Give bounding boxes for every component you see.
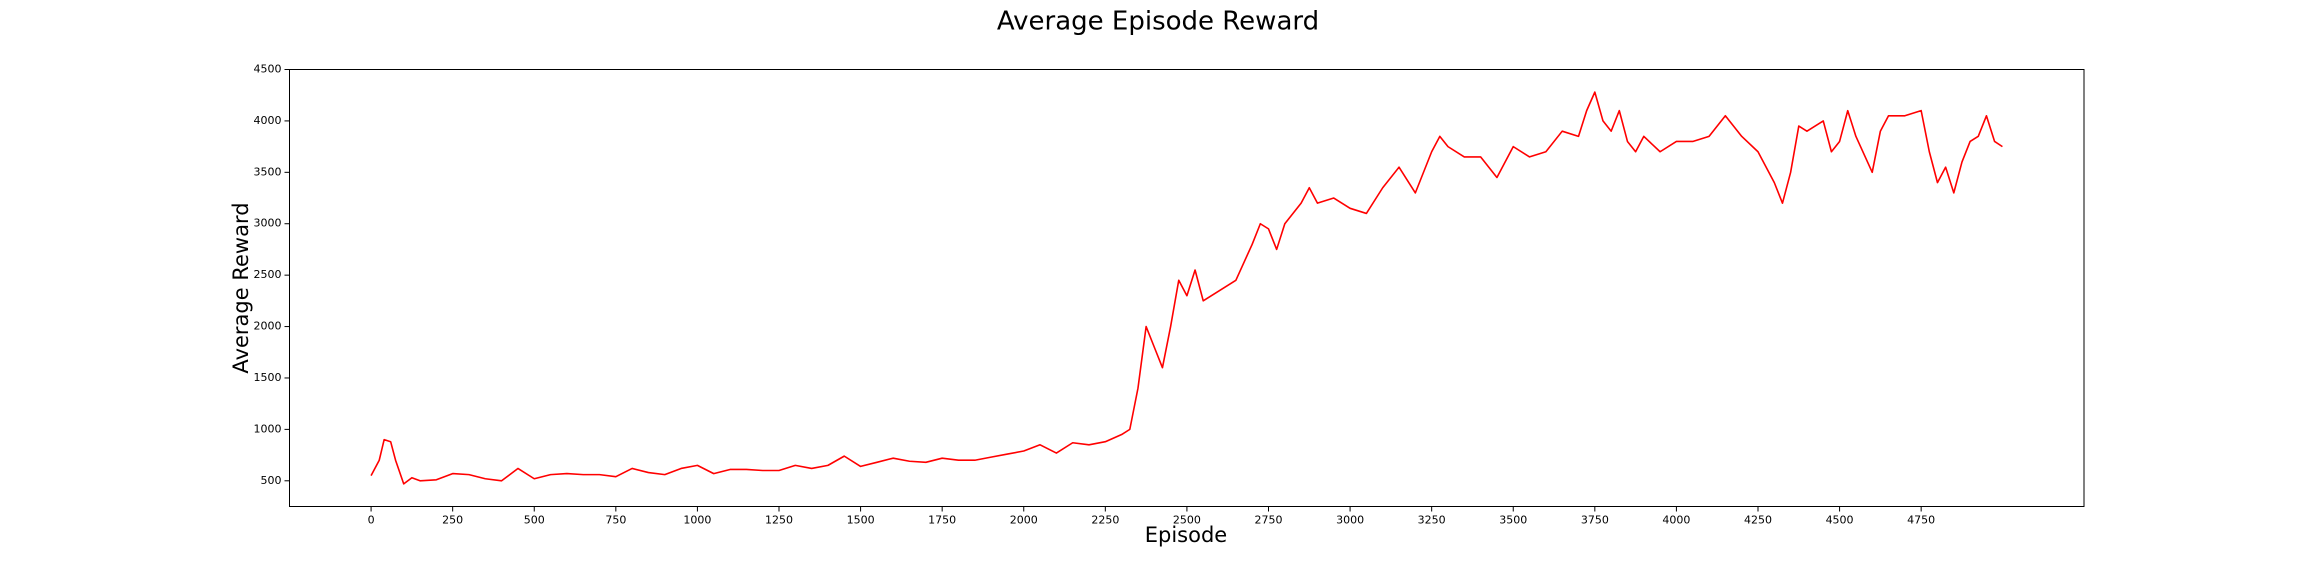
x-tick-label: 4250 [1744, 514, 1772, 527]
x-tick-label: 0 [368, 514, 375, 527]
y-tick-label: 4500 [254, 63, 282, 76]
x-tick-label: 1750 [928, 514, 956, 527]
y-tick-label: 4000 [254, 114, 282, 127]
y-tick-label: 500 [261, 474, 282, 487]
y-tick-label: 3500 [254, 165, 282, 178]
x-tick-label: 1250 [765, 514, 793, 527]
x-tick-label: 3750 [1581, 514, 1609, 527]
x-tick-label: 250 [442, 514, 463, 527]
x-tick-label: 500 [524, 514, 545, 527]
plot-frame [289, 69, 2085, 507]
chart-title: Average Episode Reward [997, 7, 1319, 37]
x-tick-label: 1500 [847, 514, 875, 527]
x-tick-label: 750 [605, 514, 626, 527]
y-tick-label: 3000 [254, 217, 282, 230]
y-tick-label: 1000 [254, 422, 282, 435]
x-tick-label: 4000 [1662, 514, 1690, 527]
x-tick-label: 3250 [1418, 514, 1446, 527]
x-tick-label: 2750 [1254, 514, 1282, 527]
x-tick-label: 2000 [1010, 514, 1038, 527]
x-tick-label: 4750 [1907, 514, 1935, 527]
x-axis-label: Episode [1145, 523, 1227, 547]
x-tick-label: 3000 [1336, 514, 1364, 527]
y-axis-label: Average Reward [229, 202, 253, 373]
x-tick-label: 2500 [1173, 514, 1201, 527]
x-tick-label: 4500 [1826, 514, 1854, 527]
x-tick-label: 3500 [1499, 514, 1527, 527]
x-tick-label: 2250 [1091, 514, 1119, 527]
y-tick-label: 2500 [254, 268, 282, 281]
x-tick-label: 1000 [683, 514, 711, 527]
y-tick-label: 1500 [254, 371, 282, 384]
data-line [370, 91, 2003, 485]
y-tick-label: 2000 [254, 320, 282, 333]
